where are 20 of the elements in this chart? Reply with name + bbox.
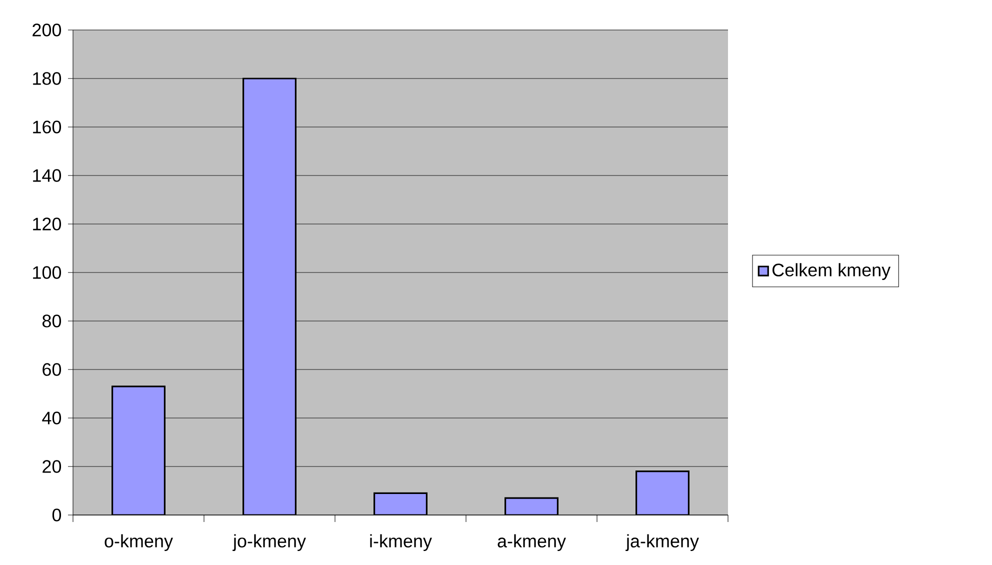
y-tick-label: 20	[42, 460, 62, 473]
x-tick-label: i-kmeny	[370, 534, 432, 552]
bar	[636, 470, 690, 515]
y-tick-label: 100	[33, 266, 62, 279]
y-tick-label: 80	[42, 314, 62, 328]
y-tick-label: 40	[42, 412, 62, 424]
bar	[242, 78, 297, 515]
y-tick-label: 200	[32, 24, 62, 36]
y-tick-label: 0	[52, 508, 62, 522]
x-tick-label: jo-kmeny	[232, 534, 306, 552]
x-tick-label: o-kmeny	[104, 534, 173, 552]
y-tick-label: 160	[33, 120, 62, 134]
y-tick-label: 120	[33, 218, 62, 230]
x-tick-label: a-kmeny	[498, 534, 566, 552]
y-tick-label: 140	[33, 169, 62, 182]
x-tick-label: ja-kmeny	[626, 534, 699, 552]
legend-label: Celkem kmeny	[772, 263, 891, 280]
y-tick-label: 60	[42, 363, 62, 376]
bar	[112, 386, 166, 515]
y-tick-label: 180	[33, 72, 62, 85]
